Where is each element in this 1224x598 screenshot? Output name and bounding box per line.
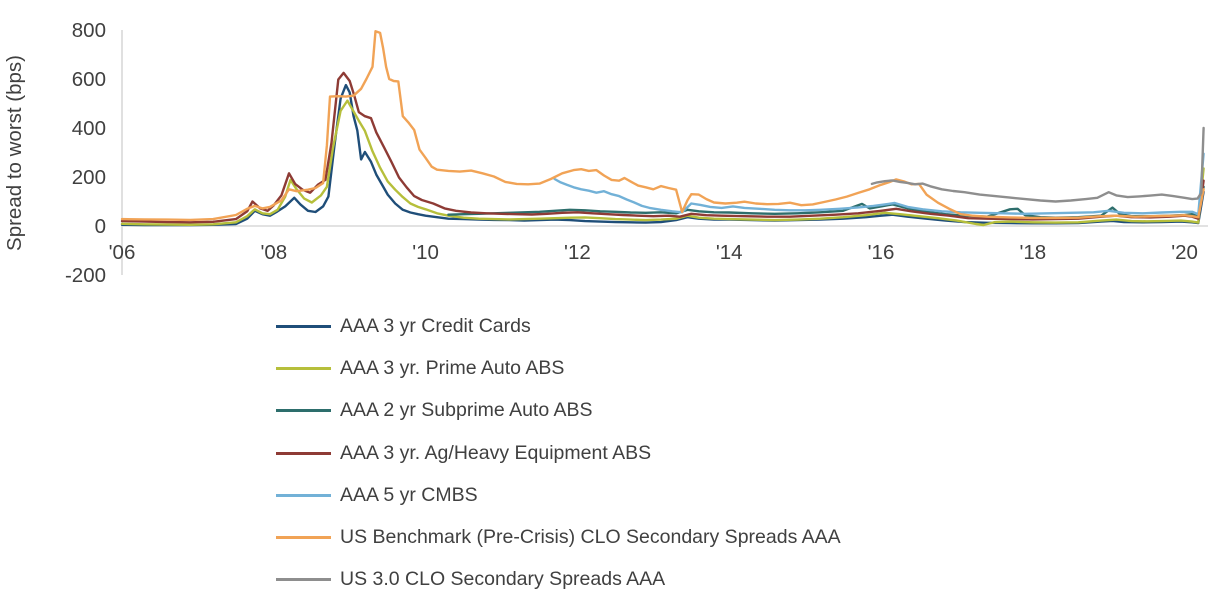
x-tick-label: '20 (1171, 241, 1198, 264)
legend-item-ag-heavy-equipment: AAA 3 yr. Ag/Heavy Equipment ABS (276, 432, 841, 474)
y-axis-title: Spread to worst (bps) (3, 55, 26, 251)
x-tick-label: '16 (868, 241, 895, 264)
y-tick-label: 0 (95, 215, 106, 238)
legend-label: US Benchmark (Pre-Crisis) CLO Secondary … (340, 526, 841, 549)
x-tick-label: '08 (260, 241, 287, 264)
y-tick-label: 200 (72, 166, 106, 189)
tick-labels: 800 600 400 200 0 -200'06 '08 '10 '12 '14 '16 '18 '2… (65, 19, 1198, 287)
y-tick-label: -200 (65, 264, 106, 287)
legend-item-cmbs: AAA 5 yr CMBS (276, 474, 841, 516)
x-tick-label: '18 (1019, 241, 1046, 264)
x-tick-label: '14 (716, 241, 743, 264)
legend-label: AAA 3 yr. Prime Auto ABS (340, 356, 565, 379)
legend-item-precrisis-clo: US Benchmark (Pre-Crisis) CLO Secondary … (276, 516, 841, 558)
legend-swatch (276, 451, 331, 455)
legend-label: AAA 3 yr. Ag/Heavy Equipment ABS (340, 441, 652, 464)
legend-swatch (276, 536, 331, 540)
legend-item-subprime-auto: AAA 2 yr Subprime Auto ABS (276, 390, 841, 432)
x-tick-label: '10 (412, 241, 439, 264)
axes (121, 30, 1208, 275)
legend-label: AAA 2 yr Subprime Auto ABS (340, 399, 593, 422)
y-tick-label: 400 (72, 117, 106, 140)
spread-chart-plot: Spread to worst (bps) 8006004002000-200'… (3, 19, 1208, 287)
legend-label: US 3.0 CLO Secondary Spreads AAA (340, 568, 666, 591)
legend-item-credit-cards: AAA 3 yr Credit Cards (276, 305, 841, 347)
legend-swatch (276, 409, 331, 413)
legend-swatch (276, 493, 331, 497)
legend-label: AAA 3 yr Credit Cards (340, 314, 531, 337)
legend: AAA 3 yr Credit Cards AAA 3 yr. Prime Au… (276, 305, 841, 598)
series-line (870, 126, 1205, 203)
series-line (120, 83, 1205, 227)
y-tick-label: 800 (72, 19, 106, 42)
legend-swatch (276, 324, 331, 328)
series-line (120, 71, 1205, 224)
x-tick-label: '12 (564, 241, 591, 264)
legend-label: AAA 5 yr CMBS (340, 483, 478, 506)
legend-item-prime-auto: AAA 3 yr. Prime Auto ABS (276, 347, 841, 389)
legend-swatch (276, 366, 331, 370)
legend-swatch (276, 578, 331, 582)
y-tick-label: 600 (72, 68, 106, 91)
series-lines (120, 30, 1205, 227)
legend-item-us30-clo: US 3.0 CLO Secondary Spreads AAA (276, 559, 841, 598)
x-tick-label: '06 (109, 241, 136, 264)
series-line (120, 30, 1205, 222)
series-line (553, 152, 1205, 216)
